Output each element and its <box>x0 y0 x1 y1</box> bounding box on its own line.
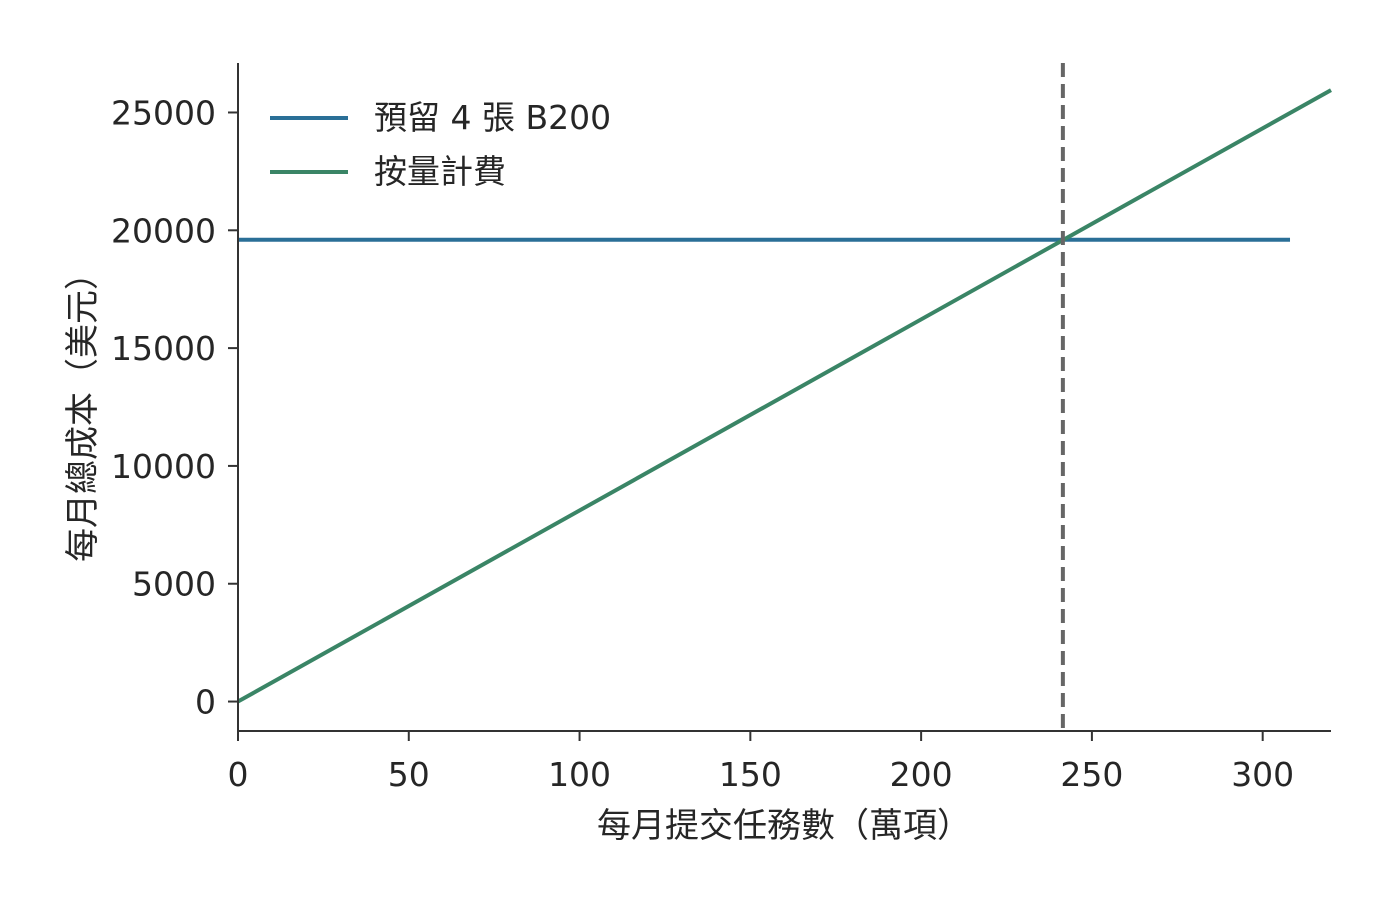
y-tick-label: 25000 <box>111 93 216 132</box>
y-tick-label: 20000 <box>111 211 216 250</box>
x-axis-ticks: 0 50 100 150 200 250 300 <box>228 731 1294 794</box>
legend-label-on-demand: 按量計費 <box>374 152 506 191</box>
y-tick-label: 10000 <box>111 447 216 486</box>
plot-area <box>237 63 1332 731</box>
y-tick-label: 15000 <box>111 329 216 368</box>
x-tick-label: 100 <box>548 755 611 794</box>
y-axis-ticks: 0 5000 10000 15000 20000 25000 <box>111 93 238 722</box>
x-axis-label: 每月提交任務數（萬項） <box>597 806 971 846</box>
series-line-on-demand <box>237 88 1332 704</box>
x-tick-label: 300 <box>1231 755 1294 794</box>
y-tick-label: 5000 <box>132 565 216 604</box>
legend: 預留 4 張 B200 按量計費 <box>270 98 611 191</box>
x-tick-label: 200 <box>890 755 953 794</box>
x-tick-label: 250 <box>1060 755 1123 794</box>
y-tick-label: 0 <box>195 683 216 722</box>
x-tick-label: 150 <box>719 755 782 794</box>
legend-label-reserved: 預留 4 張 B200 <box>374 98 611 137</box>
y-axis-label: 每月總成本（美元） <box>63 256 103 562</box>
x-tick-label: 0 <box>228 755 249 794</box>
x-tick-label: 50 <box>388 755 430 794</box>
